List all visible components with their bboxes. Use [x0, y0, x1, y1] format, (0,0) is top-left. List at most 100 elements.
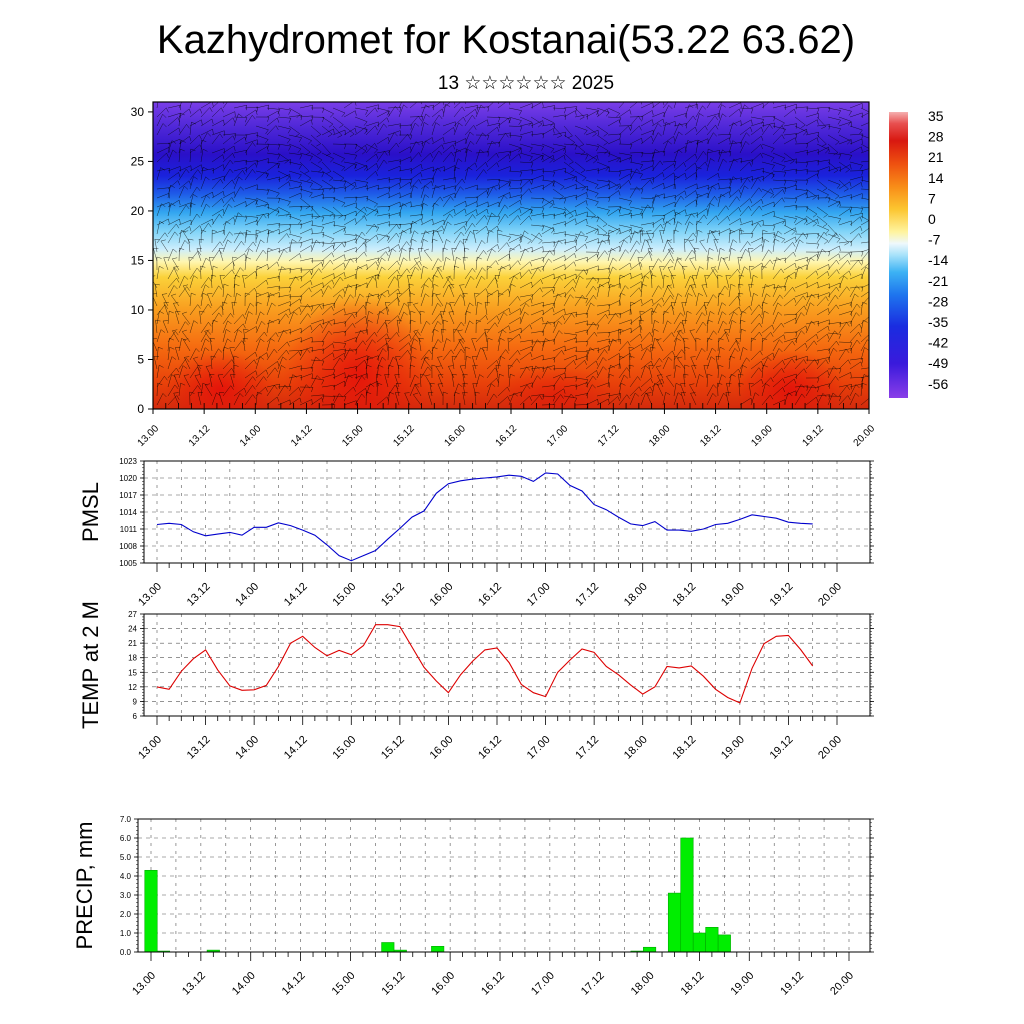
- precip-x-tick-label: 16.12: [479, 970, 507, 998]
- pmsl-x-tick-label: 19.00: [719, 581, 747, 609]
- temp2m-y-tick-label: 18: [128, 654, 137, 663]
- heatmap-x-tick-label: 18.00: [647, 423, 673, 449]
- temp2m-y-tick-label: 12: [128, 683, 137, 692]
- colorbar-label: -28: [928, 293, 948, 309]
- pmsl-x-tick-label: 17.00: [525, 581, 553, 609]
- temp2m-x-tick-label: 18.00: [622, 734, 650, 762]
- heatmap-warm-cores: [153, 102, 869, 409]
- heatmap-x-tick-label: 19.00: [749, 423, 775, 449]
- precip-x-tick-label: 18.12: [679, 970, 707, 998]
- pmsl-x-tick-label: 18.00: [622, 581, 650, 609]
- temp2m-y-tick-label: 24: [128, 625, 137, 634]
- colorbar-label: 0: [928, 211, 936, 227]
- temp2m-x-tick-label: 19.00: [719, 734, 747, 762]
- pmsl-y-tick-label: 1011: [120, 525, 138, 534]
- precip-x-tick-label: 13.00: [130, 970, 158, 998]
- temp2m-y-tick-label: 27: [128, 610, 137, 619]
- chart-subtitle: 13 ☆☆☆☆☆☆ 2025: [437, 73, 615, 94]
- heatmap-x-tick-label: 14.00: [238, 423, 264, 449]
- heatmap-x-tick-label: 19.12: [801, 423, 827, 449]
- precip-y-tick-label: 3.0: [120, 891, 132, 900]
- chart-title: Kazhydromet for Kostanai(53.22 63.62): [156, 18, 856, 62]
- temp2m-x-tick-label: 20.00: [816, 734, 844, 762]
- heatmap-y-tick-label: 20: [131, 204, 145, 218]
- heatmap-x-tick-label: 16.00: [443, 423, 469, 449]
- precip-bar: [667, 892, 682, 953]
- temp2m-x-tick-label: 15.12: [379, 734, 407, 762]
- precip-y-axis: 0.0 1.0 2.0 3.0 4.0 5.0 6.0 7.0: [120, 815, 874, 957]
- temp2m-x-tick-label: 14.00: [233, 734, 261, 762]
- heatmap-x-tick-label: 13.12: [187, 423, 213, 449]
- precip-y-tick-label: 4.0: [120, 872, 132, 881]
- pmsl-x-axis: 13.00 13.12 14.00 14.12 15.00 15.12 16.00 16.12…: [136, 563, 844, 609]
- precip-x-tick-label: 15.00: [330, 970, 358, 998]
- temp2m-y-axis: 6 9 12 15 18 21 24 27: [128, 610, 874, 721]
- pmsl-x-tick-label: 20.00: [816, 581, 844, 609]
- precip-x-tick-label: 20.00: [828, 970, 856, 998]
- temp2m-x-tick-label: 17.00: [525, 734, 553, 762]
- pmsl-y-tick-label: 1005: [119, 559, 137, 568]
- precip-grid: [138, 818, 870, 953]
- temp2m-x-tick-label: 13.00: [136, 734, 164, 762]
- temp2m-y-axis-title: TEMP at 2 M: [78, 601, 103, 729]
- precip-bar: [692, 932, 706, 953]
- colorbar-ramp: [889, 112, 908, 398]
- precip-bar: [144, 869, 158, 953]
- pmsl-grid: [144, 460, 870, 564]
- heatmap-x-tick-label: 15.12: [391, 423, 417, 449]
- heatmap-y-tick-label: 30: [131, 105, 145, 119]
- heatmap-y-tick-label: 5: [137, 352, 144, 366]
- colorbar-label: -49: [928, 355, 948, 371]
- temp2m-x-tick-label: 16.00: [428, 734, 456, 762]
- colorbar-label: 7: [928, 190, 936, 206]
- temp2m-x-axis: 13.00 13.12 14.00 14.12 15.00 15.12 16.00 16.12…: [136, 716, 844, 762]
- colorbar-label: -42: [928, 335, 948, 351]
- precip-x-tick-label: 13.12: [180, 970, 208, 998]
- pmsl-y-tick-label: 1023: [119, 457, 137, 466]
- pmsl-x-tick-label: 18.12: [670, 581, 698, 609]
- temp2m-x-tick-label: 16.12: [476, 734, 504, 762]
- precip-y-tick-label: 2.0: [120, 910, 132, 919]
- pmsl-series-line: [156, 472, 813, 562]
- heatmap-x-tick-label: 15.00: [340, 423, 366, 449]
- precip-y-tick-label: 7.0: [120, 815, 132, 824]
- colorbar-label: -7: [928, 232, 941, 248]
- temp2m-y-tick-label: 6: [133, 712, 138, 721]
- precipitation-panel: 0.01.02.03.04.05.06.07.013.00 13.12 14.00 1…: [72, 815, 874, 998]
- precip-x-tick-label: 14.00: [230, 970, 258, 998]
- pmsl-y-tick-label: 1008: [119, 542, 137, 551]
- pmsl-x-tick-label: 15.12: [379, 581, 407, 609]
- precip-bar: [717, 934, 731, 953]
- temp2m-y-tick-label: 21: [128, 639, 137, 648]
- heatmap-y-tick-label: 10: [131, 303, 145, 317]
- precip-bar: [431, 945, 445, 953]
- precip-x-tick-label: 14.12: [280, 970, 308, 998]
- pmsl-panel: 1005 1008 1011 1014 1017 1020 1023 13.00 13.12 14…: [78, 457, 874, 609]
- colorbar-label: 21: [928, 149, 944, 165]
- temp2m-y-tick-label: 9: [133, 697, 138, 706]
- precip-bar: [705, 926, 719, 953]
- temp2m-x-tick-label: 18.12: [670, 734, 698, 762]
- heatmap-x-tick-label: 18.12: [698, 423, 724, 449]
- pmsl-x-tick-label: 14.12: [282, 581, 310, 609]
- colorbar-labels: 35 28 21 14 7 0 -7 -14 -21 -28 -35 -42 -49 -56: [928, 108, 948, 392]
- precip-bar: [680, 837, 694, 953]
- temp2m-x-tick-label: 17.12: [573, 734, 601, 762]
- pmsl-x-tick-label: 13.00: [136, 581, 164, 609]
- pmsl-y-tick-label: 1014: [119, 508, 137, 517]
- pmsl-y-axis: 1005 1008 1011 1014 1017 1020 1023: [119, 457, 874, 568]
- precip-x-tick-label: 19.12: [778, 970, 806, 998]
- heatmap-x-tick-label: 14.12: [289, 423, 315, 449]
- pmsl-x-tick-label: 19.12: [768, 581, 796, 609]
- precip-frame: [137, 818, 871, 953]
- colorbar-label: -35: [928, 314, 948, 330]
- wind-barbs: [153, 102, 869, 409]
- heatmap-x-tick-label: 13.00: [136, 423, 162, 449]
- precip-x-axis: 13.00 13.12 14.00 14.12 15.00 15.12 16.00 16.12…: [130, 952, 856, 998]
- temp2m-x-tick-label: 13.12: [185, 734, 213, 762]
- colorbar-label: 28: [928, 129, 944, 145]
- heatmap-y-tick-label: 25: [131, 154, 145, 168]
- pmsl-x-tick-label: 15.00: [330, 581, 358, 609]
- heatmap-y-axis: 0 5 10 15 20 25 30: [131, 105, 153, 416]
